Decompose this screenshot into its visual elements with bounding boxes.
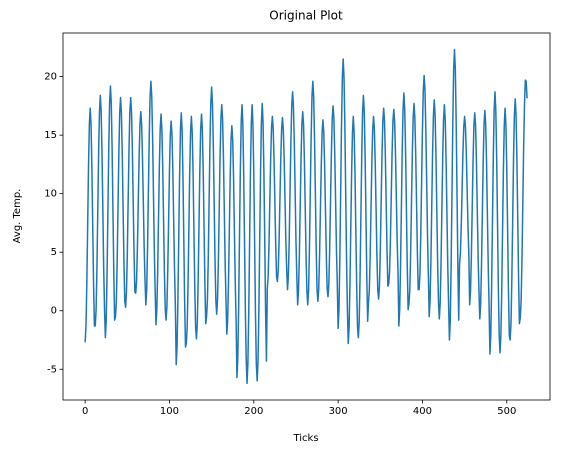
y-tick-label: 15 [44,130,57,141]
x-tick-label: 100 [160,406,179,417]
x-tick-label: 0 [82,406,88,417]
x-tick-label: 200 [244,406,263,417]
data-line [84,48,528,385]
y-tick-label: 10 [44,189,57,200]
y-tick-label: -5 [47,364,57,375]
x-tick-label: 500 [497,406,516,417]
chart-title: Original Plot [269,9,343,23]
x-tick-label: 300 [329,406,348,417]
plot-frame [62,32,551,401]
x-axis-label: Ticks [292,433,318,444]
y-tick-label: 5 [51,247,57,258]
x-tick-label: 400 [413,406,432,417]
y-tick-label: 20 [44,72,57,83]
y-axis-label: Avg. Temp. [12,189,23,244]
y-tick-label: 0 [51,306,57,317]
